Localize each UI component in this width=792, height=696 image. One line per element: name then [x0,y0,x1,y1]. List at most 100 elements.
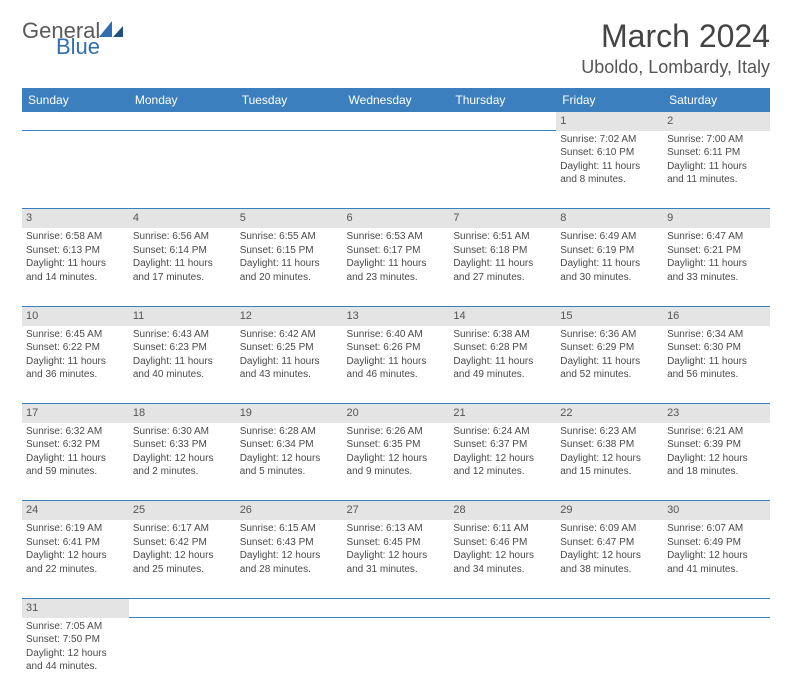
sunrise-text: Sunrise: 6:40 AM [347,328,446,342]
day-cell: Sunrise: 6:55 AMSunset: 6:15 PMDaylight:… [236,228,343,306]
location: Uboldo, Lombardy, Italy [581,57,770,78]
daylight-text: Daylight: 12 hours [26,647,125,661]
sunrise-text: Sunrise: 6:42 AM [240,328,339,342]
day-number-cell: 1 [556,112,663,131]
header: GeneralBlue March 2024 Uboldo, Lombardy,… [22,18,770,78]
day-cell: Sunrise: 6:43 AMSunset: 6:23 PMDaylight:… [129,326,236,404]
day-cell [129,131,236,209]
title-block: March 2024 Uboldo, Lombardy, Italy [581,18,770,78]
day-number-cell: 16 [663,306,770,325]
day-cell: Sunrise: 6:09 AMSunset: 6:47 PMDaylight:… [556,520,663,598]
daylight-text: and 46 minutes. [347,368,446,382]
sunset-text: Sunset: 6:10 PM [560,146,659,160]
sunset-text: Sunset: 6:46 PM [453,536,552,550]
daylight-text: Daylight: 12 hours [347,452,446,466]
daylight-text: Daylight: 12 hours [560,549,659,563]
sunrise-text: Sunrise: 6:58 AM [26,230,125,244]
day-number-cell: 3 [22,209,129,228]
daylight-text: and 15 minutes. [560,465,659,479]
daylight-text: Daylight: 11 hours [26,257,125,271]
daynum-row: 10111213141516 [22,306,770,325]
daylight-text: and 27 minutes. [453,271,552,285]
sunrise-text: Sunrise: 6:07 AM [667,522,766,536]
sunset-text: Sunset: 6:47 PM [560,536,659,550]
sunrise-text: Sunrise: 6:23 AM [560,425,659,439]
sunrise-text: Sunrise: 6:49 AM [560,230,659,244]
daylight-text: Daylight: 11 hours [560,160,659,174]
month-title: March 2024 [581,18,770,55]
sunrise-text: Sunrise: 6:21 AM [667,425,766,439]
sunrise-text: Sunrise: 6:32 AM [26,425,125,439]
daylight-text: and 40 minutes. [133,368,232,382]
day-number-cell [129,598,236,617]
day-cell: Sunrise: 6:32 AMSunset: 6:32 PMDaylight:… [22,423,129,501]
day-cell [236,618,343,696]
day-cell: Sunrise: 6:28 AMSunset: 6:34 PMDaylight:… [236,423,343,501]
day-number-cell [449,112,556,131]
weekday-header: Tuesday [236,88,343,112]
sunrise-text: Sunrise: 6:36 AM [560,328,659,342]
calendar-body: 12Sunrise: 7:02 AMSunset: 6:10 PMDayligh… [22,112,770,696]
day-number-cell: 17 [22,404,129,423]
sail-icon [98,18,124,36]
sunset-text: Sunset: 6:43 PM [240,536,339,550]
brand-logo: GeneralBlue [22,18,124,70]
sunrise-text: Sunrise: 6:53 AM [347,230,446,244]
day-cell [449,618,556,696]
daylight-text: and 18 minutes. [667,465,766,479]
sunset-text: Sunset: 6:22 PM [26,341,125,355]
week-row: Sunrise: 6:32 AMSunset: 6:32 PMDaylight:… [22,423,770,501]
daylight-text: and 20 minutes. [240,271,339,285]
day-cell: Sunrise: 6:13 AMSunset: 6:45 PMDaylight:… [343,520,450,598]
weekday-header: Sunday [22,88,129,112]
day-cell: Sunrise: 6:51 AMSunset: 6:18 PMDaylight:… [449,228,556,306]
day-number-cell: 9 [663,209,770,228]
day-cell: Sunrise: 6:45 AMSunset: 6:22 PMDaylight:… [22,326,129,404]
day-cell [22,131,129,209]
sunset-text: Sunset: 6:14 PM [133,244,232,258]
day-cell [129,618,236,696]
day-number-cell: 21 [449,404,556,423]
weekday-header: Wednesday [343,88,450,112]
daylight-text: and 5 minutes. [240,465,339,479]
day-number-cell: 29 [556,501,663,520]
daylight-text: Daylight: 11 hours [133,257,232,271]
daylight-text: and 25 minutes. [133,563,232,577]
sunrise-text: Sunrise: 6:11 AM [453,522,552,536]
week-row: Sunrise: 7:02 AMSunset: 6:10 PMDaylight:… [22,131,770,209]
daylight-text: and 2 minutes. [133,465,232,479]
sunrise-text: Sunrise: 6:24 AM [453,425,552,439]
daylight-text: and 59 minutes. [26,465,125,479]
day-number-cell: 23 [663,404,770,423]
day-cell: Sunrise: 6:30 AMSunset: 6:33 PMDaylight:… [129,423,236,501]
day-number-cell: 7 [449,209,556,228]
day-cell: Sunrise: 6:56 AMSunset: 6:14 PMDaylight:… [129,228,236,306]
sunset-text: Sunset: 6:15 PM [240,244,339,258]
sunrise-text: Sunrise: 6:19 AM [26,522,125,536]
sunrise-text: Sunrise: 7:05 AM [26,620,125,634]
daylight-text: and 11 minutes. [667,173,766,187]
day-cell: Sunrise: 6:38 AMSunset: 6:28 PMDaylight:… [449,326,556,404]
day-number-cell [236,598,343,617]
sunset-text: Sunset: 6:19 PM [560,244,659,258]
sunrise-text: Sunrise: 6:28 AM [240,425,339,439]
sunset-text: Sunset: 6:41 PM [26,536,125,550]
sunrise-text: Sunrise: 6:09 AM [560,522,659,536]
day-number-cell: 27 [343,501,450,520]
day-cell [663,618,770,696]
daylight-text: and 34 minutes. [453,563,552,577]
daylight-text: Daylight: 12 hours [453,452,552,466]
day-number-cell: 15 [556,306,663,325]
week-row: Sunrise: 6:19 AMSunset: 6:41 PM Daylight:… [22,520,770,598]
week-row: Sunrise: 6:45 AMSunset: 6:22 PMDaylight:… [22,326,770,404]
sunrise-text: Sunrise: 6:45 AM [26,328,125,342]
day-number-cell: 30 [663,501,770,520]
sunrise-text: Sunrise: 6:47 AM [667,230,766,244]
day-number-cell: 20 [343,404,450,423]
day-cell: Sunrise: 6:34 AMSunset: 6:30 PMDaylight:… [663,326,770,404]
day-number-cell [22,112,129,131]
day-number-cell: 19 [236,404,343,423]
sunset-text: Sunset: 6:35 PM [347,438,446,452]
daylight-text: and 44 minutes. [26,660,125,674]
weekday-header: Friday [556,88,663,112]
